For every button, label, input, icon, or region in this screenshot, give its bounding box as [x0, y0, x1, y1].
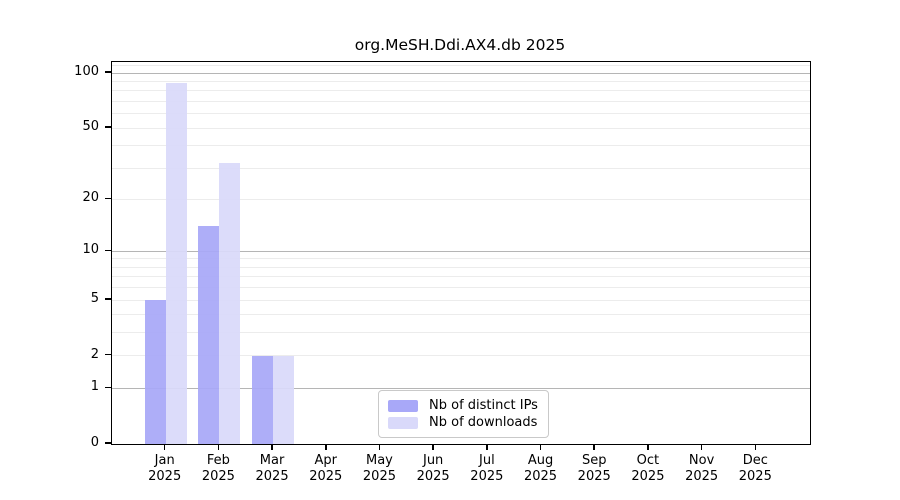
gridline-minor: [112, 113, 810, 115]
y-axis-tick-label: 10: [82, 242, 99, 258]
legend: Nb of distinct IPs Nb of downloads: [378, 390, 549, 438]
gridline-minor: [112, 65, 810, 67]
x-axis-tick: [593, 444, 595, 450]
x-axis-tick: [486, 444, 488, 450]
bar-mar-distinct-ips: [252, 355, 274, 444]
y-axis-tick: [104, 71, 111, 73]
x-axis-tick-label: Dec 2025: [738, 453, 772, 484]
y-axis-tick-label: 2: [90, 346, 99, 362]
gridline-minor: [112, 90, 810, 92]
x-axis-tick: [700, 444, 703, 450]
x-axis-tick: [539, 444, 542, 450]
y-axis-tick-label: 1: [90, 379, 99, 395]
plot-area: [111, 61, 811, 445]
bar-feb-downloads: [219, 163, 241, 444]
gridline-major: [112, 387, 810, 389]
y-axis-tick: [104, 197, 111, 200]
x-axis-tick-label: Feb 2025: [201, 453, 235, 484]
y-axis-tick-label: 100: [74, 64, 99, 80]
x-axis-tick: [163, 444, 166, 450]
gridline-minor: [112, 355, 810, 357]
legend-item-downloads: Nb of downloads: [388, 414, 538, 431]
chart-title: org.MeSH.Ddi.AX4.db 2025: [354, 36, 566, 54]
bar-jan-downloads: [165, 83, 187, 444]
gridline-minor: [112, 332, 810, 334]
gridline-minor: [112, 266, 810, 268]
legend-swatch-downloads: [388, 416, 418, 429]
gridline-minor: [112, 198, 810, 200]
y-axis-tick-label: 0: [90, 435, 99, 450]
x-axis-tick-label: Jan 2025: [148, 453, 182, 484]
legend-item-distinct-ips: Nb of distinct IPs: [388, 397, 538, 414]
x-axis-tick-label: May 2025: [362, 453, 396, 484]
x-axis-tick-label: Aug 2025: [523, 453, 558, 484]
bar-jan-distinct-ips: [144, 300, 166, 444]
legend-label-downloads: Nb of downloads: [429, 415, 538, 430]
gridline-minor: [112, 276, 810, 278]
legend-label-distinct-ips: Nb of distinct IPs: [429, 398, 538, 413]
gridline-minor: [112, 81, 810, 83]
y-axis-tick: [104, 126, 111, 128]
gridline-minor: [112, 299, 810, 301]
gridline-minor: [112, 314, 810, 316]
x-axis-tick: [432, 444, 434, 450]
x-axis-tick-label: Jun 2025: [416, 453, 450, 484]
x-axis-tick: [647, 444, 649, 450]
gridline-minor: [112, 127, 810, 129]
x-axis-tick-label: Jul 2025: [470, 453, 504, 484]
bar-mar-downloads: [273, 355, 295, 444]
gridline-major: [112, 250, 810, 252]
x-axis-tick-label: Apr 2025: [309, 453, 343, 484]
x-axis-tick-label: Nov 2025: [685, 453, 719, 484]
y-axis-tick: [104, 353, 111, 356]
x-axis-tick-label: Mar 2025: [255, 453, 289, 484]
y-axis-tick-label: 20: [82, 190, 99, 206]
gridline-minor: [112, 287, 810, 289]
x-axis-tick: [754, 444, 757, 450]
y-axis-tick: [104, 442, 111, 444]
legend-swatch-distinct-ips: [388, 399, 418, 412]
y-axis-tick: [104, 298, 111, 300]
bar-feb-distinct-ips: [198, 226, 220, 444]
x-axis-tick: [217, 444, 220, 450]
gridline-major: [112, 72, 810, 74]
x-axis-tick-label: Sep 2025: [577, 453, 611, 484]
gridline-minor: [112, 100, 810, 102]
y-axis-tick: [104, 386, 111, 389]
gridline-minor: [112, 167, 810, 169]
y-axis-tick-label: 50: [82, 119, 99, 135]
x-axis-tick: [325, 444, 327, 450]
x-axis-tick: [271, 444, 273, 450]
y-axis-tick: [104, 249, 111, 252]
x-axis-tick: [378, 444, 381, 450]
gridline-minor: [112, 258, 810, 260]
gridline-minor: [112, 145, 810, 147]
y-axis-tick-label: 5: [90, 291, 99, 306]
x-axis-tick-label: Oct 2025: [631, 453, 665, 484]
